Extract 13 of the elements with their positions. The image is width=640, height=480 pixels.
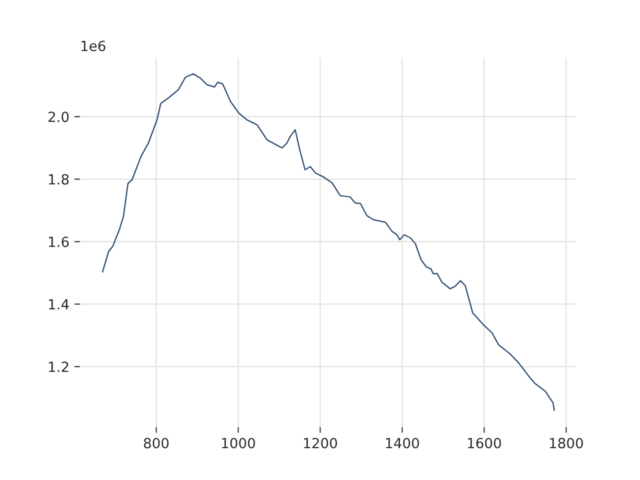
text: 1e6 xyxy=(82,40,106,52)
y-tick-label: 1.2 xyxy=(49,362,68,372)
x-tick-label: 1800 xyxy=(550,438,583,448)
line-series xyxy=(102,73,555,411)
y-tick-label: 1.8 xyxy=(49,174,69,185)
x-tick-label: 1400 xyxy=(386,438,419,448)
y-tick-label: 2.0 xyxy=(48,112,69,122)
y-tick-label: 1.4 xyxy=(49,299,69,310)
x-tick-label: 1200 xyxy=(304,438,337,448)
x-tick-label: 1600 xyxy=(468,438,501,448)
x-tick-label: 1000 xyxy=(222,438,255,448)
y-tick-label: 1.6 xyxy=(49,236,69,248)
x-tick-label: 800 xyxy=(144,438,169,448)
